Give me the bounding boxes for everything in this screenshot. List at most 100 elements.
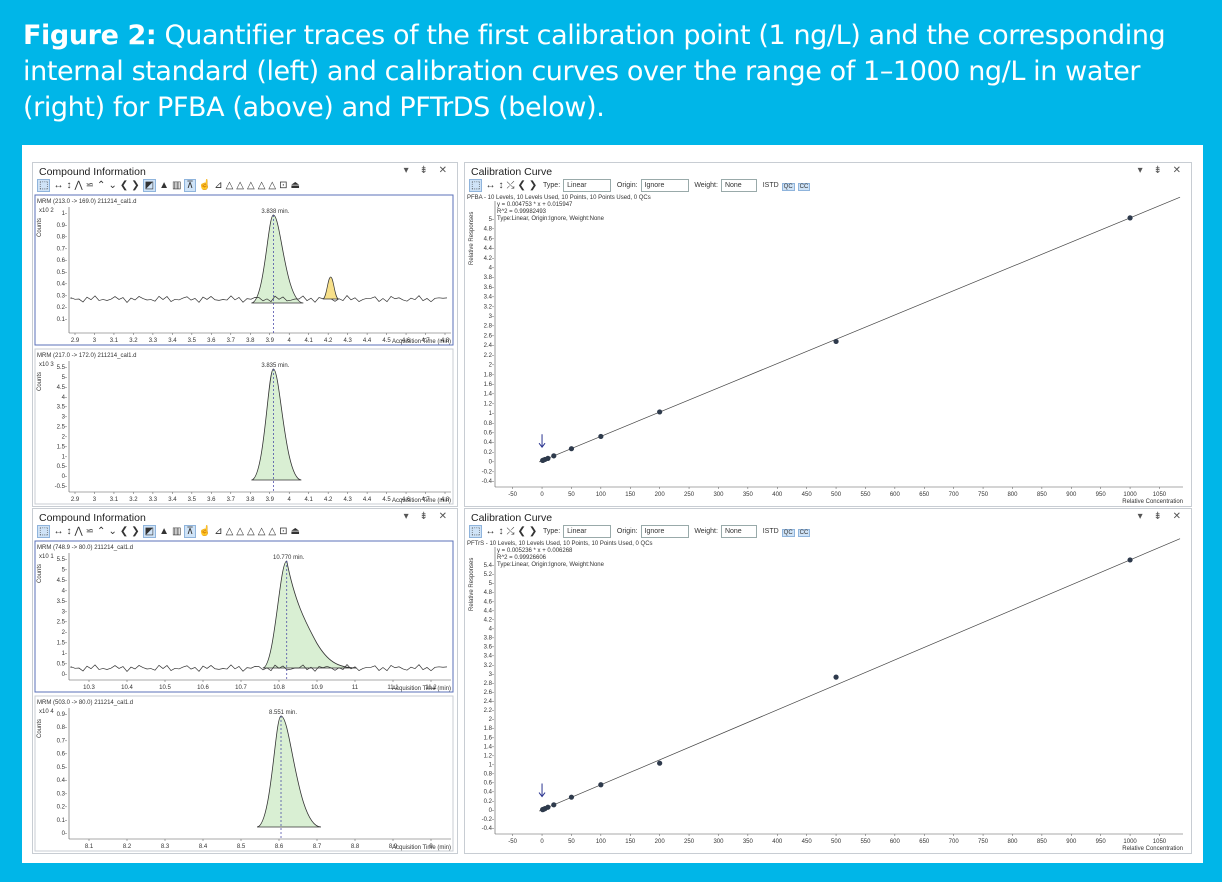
y-tick-label: 4- <box>489 626 494 632</box>
y-tick-label: -0.2- <box>482 469 494 475</box>
tool-icon-1[interactable]: ⊿ <box>214 180 223 191</box>
calib-summary: PFBA - 10 Levels, 10 Levels Used, 10 Poi… <box>467 195 651 201</box>
x-tick-label: 11.1 <box>387 685 399 691</box>
tool-icon-7[interactable]: ⊡ <box>279 180 288 191</box>
down-icon[interactable]: ⌄ <box>108 526 117 537</box>
y-tick-label: 0.4- <box>57 282 67 288</box>
screenshot-frame: Compound Information ▾ ⇟ ✕ ⬚ ↔ ↕ ⋀ ⋍ ⌃ ⌄ ❮ ❯ ◩ ▲ ▥ ⊼… <box>22 145 1203 863</box>
x-tick-label: 1050 <box>1153 839 1167 845</box>
tool-icon-2[interactable]: △ <box>225 526 234 537</box>
cc-toggle[interactable]: CC <box>797 183 811 192</box>
tool-icon-8[interactable]: ⏏ <box>290 526 300 537</box>
istd-toggle[interactable]: ISTD <box>762 528 779 535</box>
tool-icon-6[interactable]: △ <box>268 526 277 537</box>
next-icon[interactable]: ❯ <box>528 180 538 192</box>
bars-icon[interactable]: ▥ <box>171 526 182 537</box>
calib-type: Type:Linear, Origin:Ignore, Weight:None <box>497 562 605 568</box>
chart-icon[interactable]: ◩ <box>142 525 157 538</box>
integrate-icon[interactable]: ⊼ <box>184 179 196 192</box>
fit-icon[interactable]: ⤯ <box>506 180 515 192</box>
origin-select[interactable]: Ignore <box>640 525 689 538</box>
x-tick-label: 3.8 <box>246 338 255 344</box>
y-tick-label: 4.5- <box>57 385 67 391</box>
overlay-icon[interactable]: ▲ <box>159 180 169 191</box>
istd-toggle[interactable]: ISTD <box>762 182 779 189</box>
h-zoom-icon[interactable]: ↔ <box>485 180 496 192</box>
select-tool-icon[interactable]: ⬚ <box>469 179 483 193</box>
x-tick-label: 200 <box>655 839 666 845</box>
tool-icon-4[interactable]: △ <box>247 180 255 191</box>
y-tick-label: 1- <box>489 411 494 417</box>
select-tool-icon[interactable]: ⬚ <box>37 179 51 192</box>
bars-icon[interactable]: ▥ <box>171 180 182 191</box>
window-controls[interactable]: ▾ ⇟ ✕ <box>1137 511 1185 522</box>
window-controls[interactable]: ▾ ⇟ ✕ <box>403 165 451 176</box>
y-tick-label: 0- <box>62 474 67 480</box>
tool-icon-3[interactable]: △ <box>236 526 244 537</box>
chart-icon[interactable]: ◩ <box>142 179 157 192</box>
peak-icon[interactable]: ⋀ <box>74 526 83 537</box>
h-zoom-icon[interactable]: ↔ <box>53 180 64 191</box>
calib-summary: PFTrS - 10 Levels, 10 Levels Used, 10 Po… <box>467 541 653 547</box>
calib-equation: y = 0.004753 * x + 0.015947 <box>497 202 573 208</box>
y-tick-label: 5.5- <box>57 365 67 371</box>
x-tick-label: 8.6 <box>275 844 284 850</box>
y-tick-label: 0.4- <box>484 790 494 796</box>
calibration-toolbar: ⬚ ↔ ↕ ⤯ ❮ ❯ Type: Linear Origin: Ignore Weight:… <box>469 525 813 539</box>
tool-icon-2[interactable]: △ <box>225 180 234 191</box>
next-icon[interactable]: ❯ <box>131 526 140 537</box>
tool-icon-3[interactable]: △ <box>236 180 244 191</box>
peak-icon[interactable]: ⋀ <box>74 180 83 191</box>
origin-select[interactable]: Ignore <box>640 179 689 192</box>
y-tick-label: 1.4- <box>484 744 494 750</box>
tool-icon-5[interactable]: △ <box>257 180 266 191</box>
y-tick-label: 0.7- <box>57 246 67 252</box>
hand-icon[interactable]: ☝ <box>198 526 212 537</box>
tool-icon-4[interactable]: △ <box>247 526 255 537</box>
window-controls[interactable]: ▾ ⇟ ✕ <box>403 511 451 522</box>
overlay-icon[interactable]: ▲ <box>159 526 169 537</box>
weight-select[interactable]: None <box>720 179 757 192</box>
integrate-icon[interactable]: ⊼ <box>184 525 196 538</box>
prev-icon[interactable]: ❮ <box>119 180 129 191</box>
window-controls[interactable]: ▾ ⇟ ✕ <box>1137 165 1185 176</box>
cc-toggle[interactable]: CC <box>797 529 811 538</box>
tool-icon-8[interactable]: ⏏ <box>290 180 300 191</box>
select-tool-icon[interactable]: ⬚ <box>469 525 483 539</box>
v-zoom-icon[interactable]: ↕ <box>498 526 504 538</box>
x-tick-label: 10.6 <box>197 685 209 691</box>
v-zoom-icon[interactable]: ↕ <box>66 180 72 191</box>
up-icon[interactable]: ⌃ <box>97 526 106 537</box>
chrom-frame <box>34 194 454 346</box>
fit-icon[interactable]: ⤯ <box>506 526 515 538</box>
tool-icon-5[interactable]: △ <box>257 526 266 537</box>
select-tool-icon[interactable]: ⬚ <box>37 525 51 538</box>
prev-icon[interactable]: ❮ <box>119 526 129 537</box>
up-icon[interactable]: ⌃ <box>97 180 106 191</box>
hand-icon[interactable]: ☝ <box>198 180 212 191</box>
prev-icon[interactable]: ❮ <box>517 526 526 538</box>
tool-icon-7[interactable]: ⊡ <box>279 526 288 537</box>
x-tick-label: 3.9 <box>266 497 275 503</box>
qc-toggle[interactable]: QC <box>781 183 795 192</box>
h-zoom-icon[interactable]: ↔ <box>485 526 496 538</box>
v-zoom-icon[interactable]: ↕ <box>498 180 504 192</box>
x-axis-label: Acquisition Time (min) <box>392 339 451 345</box>
baseline-icon[interactable]: ⋍ <box>85 180 95 191</box>
down-icon[interactable]: ⌄ <box>108 180 117 191</box>
type-select[interactable]: Linear <box>563 525 612 538</box>
calibration-point <box>551 802 557 808</box>
qc-toggle[interactable]: QC <box>781 529 795 538</box>
prev-icon[interactable]: ❮ <box>517 180 526 192</box>
tool-icon-1[interactable]: ⊿ <box>214 526 223 537</box>
trace-header: MRM (748.9 -> 80.0) 211214_cal1.d <box>37 545 133 551</box>
v-zoom-icon[interactable]: ↕ <box>66 526 72 537</box>
h-zoom-icon[interactable]: ↔ <box>53 526 64 537</box>
tool-icon-6[interactable]: △ <box>268 180 277 191</box>
baseline-icon[interactable]: ⋍ <box>85 526 95 537</box>
next-icon[interactable]: ❯ <box>528 526 538 538</box>
type-select[interactable]: Linear <box>563 179 612 192</box>
y-tick-label: 4.4- <box>484 608 494 614</box>
weight-select[interactable]: None <box>720 525 757 538</box>
next-icon[interactable]: ❯ <box>131 180 140 191</box>
